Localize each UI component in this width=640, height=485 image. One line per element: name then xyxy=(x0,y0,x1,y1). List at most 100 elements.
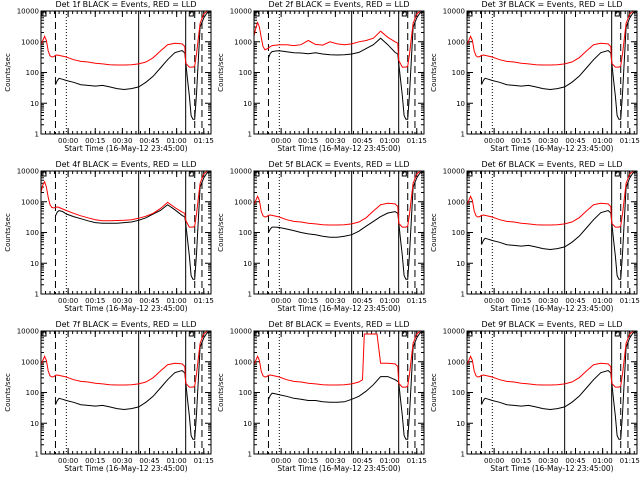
chart-panel-3: Det 3f BLACK = Events, RED = LLD 1 10 100 10… xyxy=(430,0,640,153)
y-axis-label: Counts/sec xyxy=(217,373,225,412)
y-tick-label: 10 xyxy=(30,100,39,108)
y-tick-label: 10 xyxy=(243,260,252,268)
x-tick-label: 00:30 xyxy=(112,297,132,305)
y-axis-label: Counts/sec xyxy=(4,373,12,412)
y-tick-label: 1000 xyxy=(21,198,39,206)
x-tick-label: 00:15 xyxy=(85,137,105,145)
y-tick-label: 10000 xyxy=(230,328,252,336)
y-tick-label: 10000 xyxy=(17,328,39,336)
x-tick-label: 00:15 xyxy=(511,457,531,465)
x-tick-label: 00:00 xyxy=(271,137,291,145)
panel-title: Det 3f BLACK = Events, RED = LLD xyxy=(481,0,622,9)
y-tick-label: 100 xyxy=(452,389,465,397)
corner-marker xyxy=(41,331,47,337)
x-tick-label: 00:15 xyxy=(85,457,105,465)
x-tick-label: 01:00 xyxy=(167,137,187,145)
corner-marker xyxy=(254,11,260,17)
x-tick-label: 01:00 xyxy=(380,457,400,465)
x-axis-label: Start Time (16-May-12 23:45:00) xyxy=(277,144,400,153)
series-line-lld xyxy=(467,331,637,388)
x-tick-label: 00:15 xyxy=(298,297,318,305)
y-tick-label: 10 xyxy=(243,100,252,108)
x-tick-label: 00:15 xyxy=(511,297,531,305)
corner-marker xyxy=(614,11,620,17)
x-tick-label: 01:00 xyxy=(167,297,187,305)
x-tick-label: 00:30 xyxy=(112,137,132,145)
y-tick-label: 100 xyxy=(239,389,252,397)
x-tick-label: 00:45 xyxy=(139,297,159,305)
y-axis-label: Counts/sec xyxy=(4,53,12,92)
y-tick-label: 1000 xyxy=(447,358,465,366)
plot-frame xyxy=(40,10,212,135)
corner-marker xyxy=(41,11,47,17)
y-tick-label: 1000 xyxy=(234,358,252,366)
series-line-events xyxy=(268,331,424,440)
plot-frame xyxy=(40,170,212,295)
y-tick-label: 1 xyxy=(248,451,252,459)
x-tick-label: 00:45 xyxy=(565,297,585,305)
x-axis-label: Start Time (16-May-12 23:45:00) xyxy=(64,464,187,473)
corner-marker xyxy=(614,331,620,337)
corner-marker xyxy=(254,331,260,337)
y-axis-label: Counts/sec xyxy=(217,53,225,92)
chart-panel-6: Det 6f BLACK = Events, RED = LLD 1 10 100 10… xyxy=(430,160,640,313)
x-tick-label: 00:00 xyxy=(58,137,78,145)
corner-marker xyxy=(401,331,407,337)
corner-marker xyxy=(467,171,473,177)
panel-title: Det 1f BLACK = Events, RED = LLD xyxy=(55,0,196,9)
y-tick-label: 1 xyxy=(461,291,465,299)
x-tick-label: 00:30 xyxy=(538,457,558,465)
series-line-lld xyxy=(41,171,211,228)
y-tick-label: 10000 xyxy=(230,8,252,16)
x-tick-label: 00:45 xyxy=(565,137,585,145)
x-tick-label: 00:30 xyxy=(538,297,558,305)
x-axis-label: Start Time (16-May-12 23:45:00) xyxy=(64,144,187,153)
y-axis-label: Counts/sec xyxy=(430,53,438,92)
chart-panel-5: Det 5f BLACK = Events, RED = LLD 1 10 100 10… xyxy=(217,160,427,313)
x-tick-label: 00:00 xyxy=(484,137,504,145)
y-tick-label: 1000 xyxy=(234,38,252,46)
y-axis-label: Counts/sec xyxy=(430,213,438,252)
x-tick-label: 01:15 xyxy=(620,297,640,305)
y-axis-label: Counts/sec xyxy=(4,213,12,252)
x-tick-label: 00:45 xyxy=(352,457,372,465)
corner-marker xyxy=(188,331,194,337)
y-tick-label: 10000 xyxy=(443,8,465,16)
plot-frame xyxy=(466,10,638,135)
x-tick-label: 00:15 xyxy=(298,457,318,465)
plot-frame xyxy=(40,330,212,455)
y-tick-label: 1 xyxy=(35,131,39,139)
panel-title: Det 5f BLACK = Events, RED = LLD xyxy=(268,160,409,169)
y-tick-label: 10 xyxy=(243,420,252,428)
y-tick-label: 100 xyxy=(452,69,465,77)
corner-marker xyxy=(188,171,194,177)
series-line-events xyxy=(55,331,211,440)
chart-panel-2: Det 2f BLACK = Events, RED = LLD 1 10 100 10… xyxy=(217,0,427,153)
y-tick-label: 1 xyxy=(248,131,252,139)
series-line-lld xyxy=(254,171,424,228)
x-tick-label: 01:15 xyxy=(407,137,427,145)
y-tick-label: 100 xyxy=(239,229,252,237)
x-tick-label: 00:30 xyxy=(325,457,345,465)
x-tick-label: 01:00 xyxy=(593,137,613,145)
x-tick-label: 01:00 xyxy=(593,297,613,305)
x-tick-label: 01:15 xyxy=(194,457,214,465)
corner-marker xyxy=(467,331,473,337)
series-line-events xyxy=(481,171,637,280)
x-tick-label: 00:15 xyxy=(298,137,318,145)
x-axis-label: Start Time (16-May-12 23:45:00) xyxy=(277,304,400,313)
plot-frame xyxy=(466,170,638,295)
y-tick-label: 1 xyxy=(461,131,465,139)
y-tick-label: 10000 xyxy=(443,168,465,176)
x-tick-label: 00:15 xyxy=(511,137,531,145)
x-axis-label: Start Time (16-May-12 23:45:00) xyxy=(490,464,613,473)
y-tick-label: 10000 xyxy=(17,8,39,16)
x-tick-label: 01:15 xyxy=(407,297,427,305)
y-tick-label: 100 xyxy=(26,229,39,237)
y-axis-label: Counts/sec xyxy=(430,373,438,412)
y-tick-label: 10000 xyxy=(230,168,252,176)
x-tick-label: 01:00 xyxy=(380,137,400,145)
y-tick-label: 100 xyxy=(239,69,252,77)
